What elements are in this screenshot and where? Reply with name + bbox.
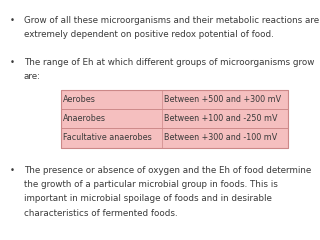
Text: The range of Eh at which different groups of microorganisms grow: The range of Eh at which different group… (24, 58, 314, 66)
FancyBboxPatch shape (61, 90, 288, 109)
Text: extremely dependent on positive redox potential of food.: extremely dependent on positive redox po… (24, 30, 274, 39)
FancyBboxPatch shape (61, 109, 288, 128)
FancyBboxPatch shape (61, 128, 288, 148)
Text: Facultative anaerobes: Facultative anaerobes (63, 133, 152, 143)
Text: Grow of all these microorganisms and their metabolic reactions are: Grow of all these microorganisms and the… (24, 16, 319, 25)
Text: Between +100 and -250 mV: Between +100 and -250 mV (164, 114, 278, 123)
Text: •: • (10, 58, 15, 66)
Text: are:: are: (24, 72, 41, 81)
Text: Aerobes: Aerobes (63, 95, 96, 104)
Text: important in microbial spoilage of foods and in desirable: important in microbial spoilage of foods… (24, 194, 272, 203)
Text: Between +300 and -100 mV: Between +300 and -100 mV (164, 133, 277, 143)
Text: characteristics of fermented foods.: characteristics of fermented foods. (24, 209, 178, 218)
Text: •: • (10, 16, 15, 25)
Text: The presence or absence of oxygen and the Eh of food determine: The presence or absence of oxygen and th… (24, 166, 311, 175)
Text: the growth of a particular microbial group in foods. This is: the growth of a particular microbial gro… (24, 180, 278, 189)
Text: Between +500 and +300 mV: Between +500 and +300 mV (164, 95, 281, 104)
Text: Anaerobes: Anaerobes (63, 114, 106, 123)
Text: •: • (10, 166, 15, 175)
